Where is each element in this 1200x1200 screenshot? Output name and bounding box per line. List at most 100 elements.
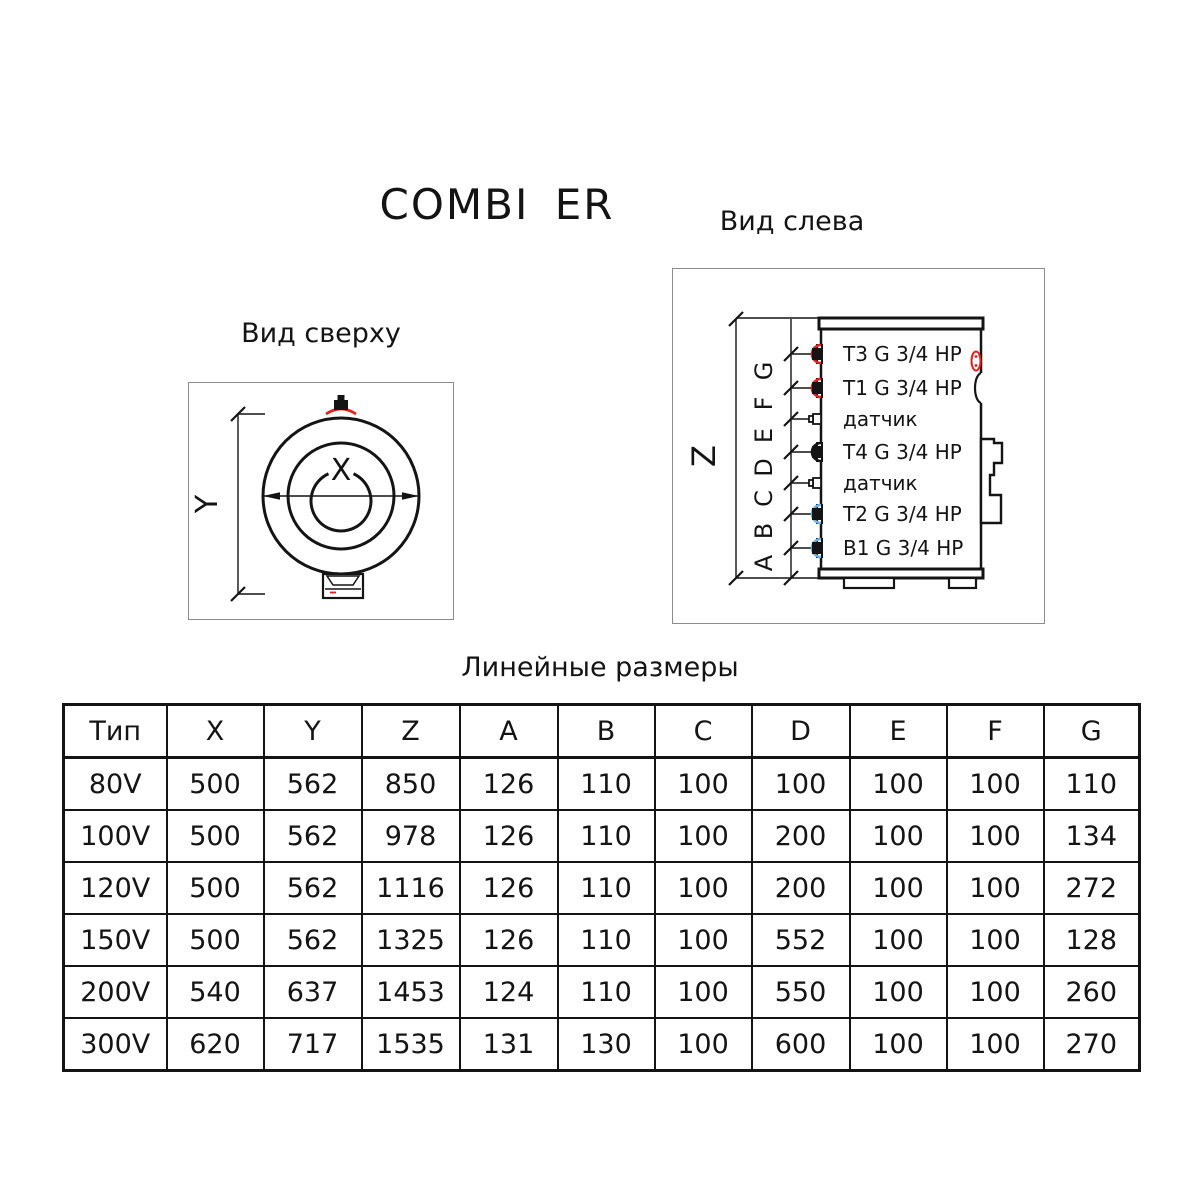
table-cell: 80V [62, 756, 168, 811]
table-cell: 540 [165, 965, 265, 1019]
table-cell: 124 [458, 965, 559, 1019]
table-cell: 100 [945, 861, 1045, 915]
table-header-cell: F [945, 703, 1045, 759]
top-view-label: Вид сверху [241, 318, 401, 349]
sensor-icon-upper [808, 413, 822, 425]
table-cell: 100 [945, 913, 1045, 967]
table-header-cell: A [458, 703, 559, 759]
table-cell: 100 [653, 756, 753, 811]
chain-label-g: G [750, 362, 778, 381]
table-cell: 100 [848, 1017, 948, 1072]
table-cell: 110 [556, 861, 656, 915]
table-row: 80V 500 562 850 126 110 100 100 100 100 … [62, 756, 1141, 811]
port-t2 [810, 503, 823, 525]
table-cell: 850 [360, 756, 461, 811]
table-cell: 552 [750, 913, 851, 967]
port-label-sensor-upper: датчик [843, 407, 918, 431]
port-label-t1: Т1 G 3/4 НР [842, 376, 962, 400]
table-row: 100V 500 562 978 126 110 100 200 100 100… [62, 809, 1141, 863]
port-label-t4: Т4 G 3/4 НР [842, 440, 962, 464]
table-cell: 100 [848, 756, 948, 811]
chain-label-d: D [750, 458, 778, 476]
table-cell: 100 [653, 1017, 753, 1072]
table-cell: 110 [556, 965, 656, 1019]
table-cell: 130 [556, 1017, 656, 1072]
table-header-cell: Тип [62, 703, 168, 759]
table-row: 200V 540 637 1453 124 110 100 550 100 10… [62, 965, 1141, 1019]
y-dimension [230, 406, 265, 602]
chain-label-b: B [750, 523, 778, 539]
table-header-cell: Y [262, 703, 363, 759]
table-cell: 100 [848, 861, 948, 915]
table-cell: 126 [458, 756, 559, 811]
table-cell: 126 [458, 861, 559, 915]
top-view-drawing: Y X [190, 395, 421, 602]
chain-label-e: E [750, 428, 778, 443]
side-view-frame: Z [672, 268, 1045, 624]
z-dimension [728, 311, 819, 586]
port-b1 [810, 537, 823, 559]
port-label-sensor-lower: датчик [843, 471, 918, 495]
table-cell: 500 [165, 913, 265, 967]
table-cell: 270 [1042, 1017, 1141, 1072]
table-cell: 637 [262, 965, 363, 1019]
table-cell: 126 [458, 809, 559, 863]
table-cell: 300V [62, 1017, 168, 1072]
table-cell: 100V [62, 809, 168, 863]
table-cell: 562 [262, 913, 363, 967]
table-cell: 717 [262, 1017, 363, 1072]
table-row: 120V 500 562 1116 126 110 100 200 100 10… [62, 861, 1141, 915]
table-row: 150V 500 562 1325 126 110 100 552 100 10… [62, 913, 1141, 967]
table-cell: 120V [62, 861, 168, 915]
x-dimension [263, 492, 419, 500]
table-cell: 128 [1042, 913, 1141, 967]
port-label-t2: Т2 G 3/4 НР [842, 502, 962, 526]
table-header-row: Тип X Y Z A B C D E F G [62, 703, 1141, 759]
port-t1 [810, 377, 823, 399]
table-header-cell: C [653, 703, 753, 759]
side-view-drawing: Z [685, 311, 1004, 590]
table-cell: 100 [750, 756, 851, 811]
table-cell: 1453 [360, 965, 461, 1019]
table-cell: 1535 [360, 1017, 461, 1072]
table-cell: 100 [945, 1017, 1045, 1072]
table-cell: 100 [653, 965, 753, 1019]
table-header-cell: D [750, 703, 851, 759]
table-cell: 134 [1042, 809, 1141, 863]
table-title: Линейные размеры [461, 652, 739, 683]
heating-element-icon [970, 350, 982, 372]
table-header-cell: X [165, 703, 265, 759]
table-cell: 272 [1042, 861, 1141, 915]
table-cell: 1325 [360, 913, 461, 967]
table-cell: 600 [750, 1017, 851, 1072]
top-view-frame: Y X [188, 382, 454, 620]
table-cell: 110 [556, 913, 656, 967]
table-cell: 131 [458, 1017, 559, 1072]
chain-dimension [783, 319, 813, 586]
table-cell: 100 [945, 756, 1045, 811]
table-header-cell: E [848, 703, 948, 759]
page-title: COMBI ER [379, 180, 615, 229]
table-cell: 562 [262, 809, 363, 863]
table-cell: 100 [945, 809, 1045, 863]
tank-side-outline [817, 316, 1004, 590]
chain-label-f: F [750, 397, 778, 411]
table-cell: 200V [62, 965, 168, 1019]
table-cell: 200 [750, 809, 851, 863]
table-cell: 150V [62, 913, 168, 967]
table-cell: 100 [848, 965, 948, 1019]
table-cell: 562 [262, 756, 363, 811]
table-cell: 620 [165, 1017, 265, 1072]
table-cell: 550 [750, 965, 851, 1019]
z-dimension-label: Z [685, 445, 723, 467]
dimensions-table: Тип X Y Z A B C D E F G 80V 500 562 850 … [62, 703, 1141, 1072]
table-cell: 100 [653, 809, 753, 863]
bottom-bracket [321, 572, 365, 600]
table-cell: 110 [1042, 756, 1141, 811]
chain-label-a: A [750, 554, 778, 571]
table-header-cell: B [556, 703, 656, 759]
table-cell: 500 [165, 756, 265, 811]
port-label-b1: В1 G 3/4 НР [843, 536, 963, 560]
table-cell: 110 [556, 809, 656, 863]
